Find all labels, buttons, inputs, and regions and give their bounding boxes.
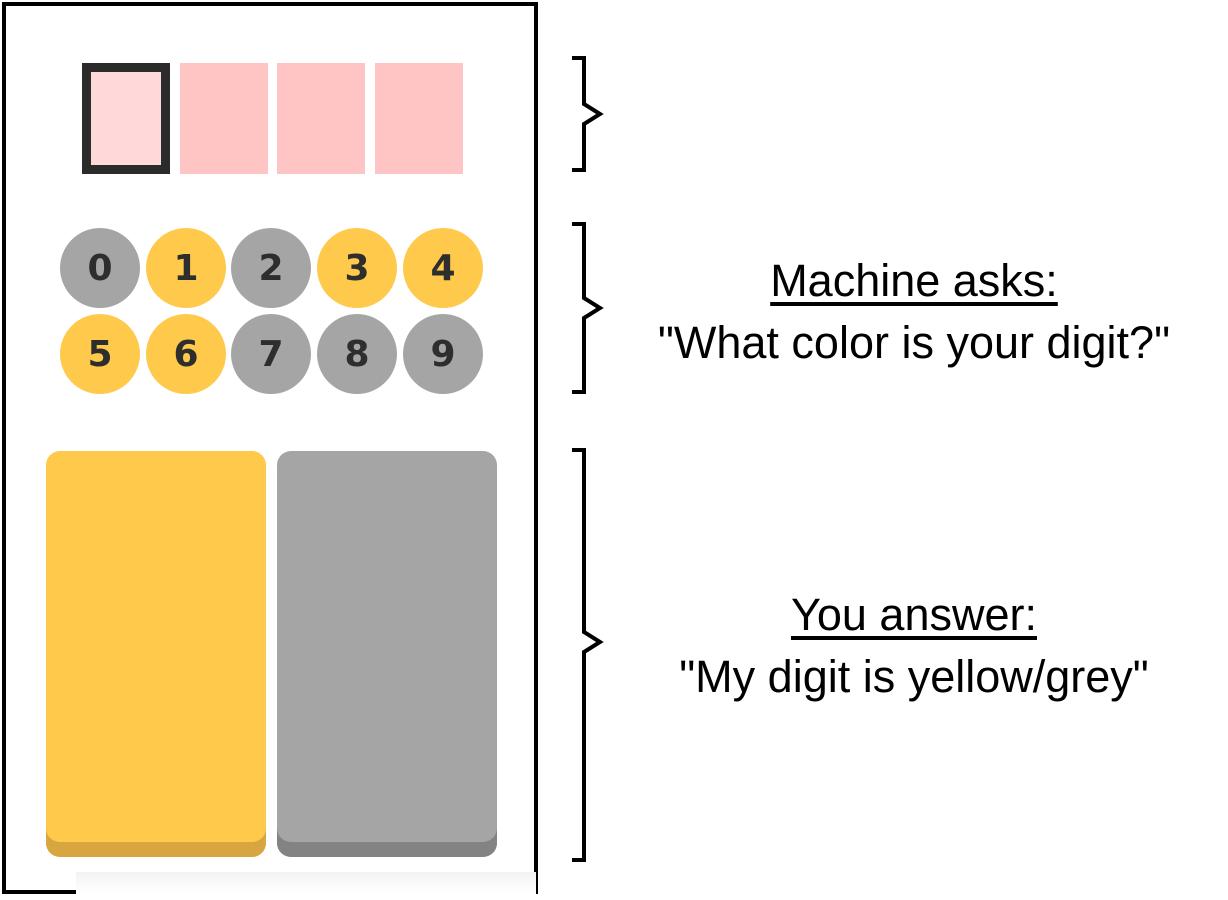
- digit-4-key[interactable]: 4: [403, 228, 483, 308]
- you-answer-caption: You answer: "My digit is yellow/grey": [604, 584, 1224, 708]
- brace-code-section: [572, 56, 604, 172]
- digit-5-key[interactable]: 5: [60, 314, 140, 394]
- digit-3-key[interactable]: 3: [317, 228, 397, 308]
- digit-0-key[interactable]: 0: [60, 228, 140, 308]
- digit-8-key[interactable]: 8: [317, 314, 397, 394]
- you-answer-heading: You answer:: [790, 589, 1037, 640]
- brace-buttons-section: [572, 448, 604, 862]
- brace-keypad-section: [572, 222, 604, 394]
- bottom-shadow: [76, 872, 536, 894]
- you-answer-text: "My digit is yellow/grey": [679, 651, 1149, 702]
- digit-7-key[interactable]: 7: [231, 314, 311, 394]
- machine-asks-caption: Machine asks: "What color is your digit?…: [604, 250, 1224, 374]
- code-box-3[interactable]: [277, 63, 365, 174]
- machine-asks-heading: Machine asks:: [770, 255, 1058, 306]
- grey-answer-button[interactable]: [277, 451, 497, 857]
- digit-6-key[interactable]: 6: [146, 314, 226, 394]
- digit-1-key[interactable]: 1: [146, 228, 226, 308]
- yellow-answer-button[interactable]: [46, 451, 266, 857]
- machine-asks-text: "What color is your digit?": [657, 317, 1171, 368]
- digit-2-key[interactable]: 2: [231, 228, 311, 308]
- code-box-4[interactable]: [375, 63, 463, 174]
- code-box-2[interactable]: [180, 63, 268, 174]
- code-box-1[interactable]: [82, 63, 170, 174]
- digit-9-key[interactable]: 9: [403, 314, 483, 394]
